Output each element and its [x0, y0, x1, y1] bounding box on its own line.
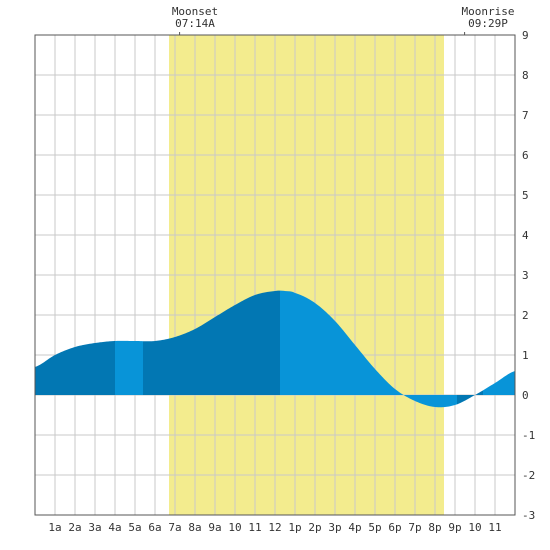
x-tick-label: 2p [308, 521, 321, 534]
x-tick-label: 3a [88, 521, 101, 534]
tide-area-dark [457, 390, 483, 405]
x-tick-label: 9a [208, 521, 221, 534]
x-tick-label: 3p [328, 521, 341, 534]
x-tick-label: 12 [268, 521, 281, 534]
moonset-time: 07:14A [175, 17, 215, 30]
x-tick-label: 10 [468, 521, 481, 534]
y-tick-label: 0 [522, 389, 529, 402]
moonset-title: Moonset [171, 5, 219, 18]
y-tick-label: -3 [522, 509, 535, 522]
y-tick-label: 1 [522, 349, 529, 362]
y-tick-label: 5 [522, 189, 529, 202]
moonrise-label: Moonrise 09:29P [450, 6, 526, 30]
y-tick-label: 7 [522, 109, 529, 122]
y-tick-label: 4 [522, 229, 529, 242]
y-tick-label: 3 [522, 269, 529, 282]
x-tick-label: 5p [368, 521, 381, 534]
y-tick-label: 9 [522, 29, 529, 42]
x-tick-label: 5a [128, 521, 141, 534]
x-tick-label: 2a [68, 521, 81, 534]
x-tick-label: 10 [228, 521, 241, 534]
y-tick-label: 6 [522, 149, 529, 162]
tide-area-light [115, 340, 143, 395]
x-tick-label: 4p [348, 521, 361, 534]
x-tick-label: 6p [388, 521, 401, 534]
y-tick-label: 8 [522, 69, 529, 82]
x-tick-label: 6a [148, 521, 161, 534]
x-tick-label: 11 [248, 521, 261, 534]
y-tick-label: -1 [522, 429, 535, 442]
x-tick-label: 8a [188, 521, 201, 534]
x-tick-label: 11 [488, 521, 501, 534]
tide-area-dark [143, 290, 280, 395]
x-tick-label: 1p [288, 521, 301, 534]
x-tick-label: 4a [108, 521, 121, 534]
x-tick-label: 1a [48, 521, 61, 534]
y-tick-label: 2 [522, 309, 529, 322]
tide-area-dark [35, 341, 115, 395]
plot-frame [34, 34, 516, 516]
tide-area-light [483, 371, 515, 395]
moonrise-title: Moonrise [461, 5, 515, 18]
moonrise-time: 09:29P [468, 17, 508, 30]
x-tick-label: 8p [428, 521, 441, 534]
tide-area-light [280, 290, 457, 408]
x-tick-label: 9p [448, 521, 461, 534]
y-tick-label: -2 [522, 469, 535, 482]
x-tick-label: 7p [408, 521, 421, 534]
x-tick-label: 7a [168, 521, 181, 534]
moonset-label: Moonset 07:14A [160, 6, 230, 30]
